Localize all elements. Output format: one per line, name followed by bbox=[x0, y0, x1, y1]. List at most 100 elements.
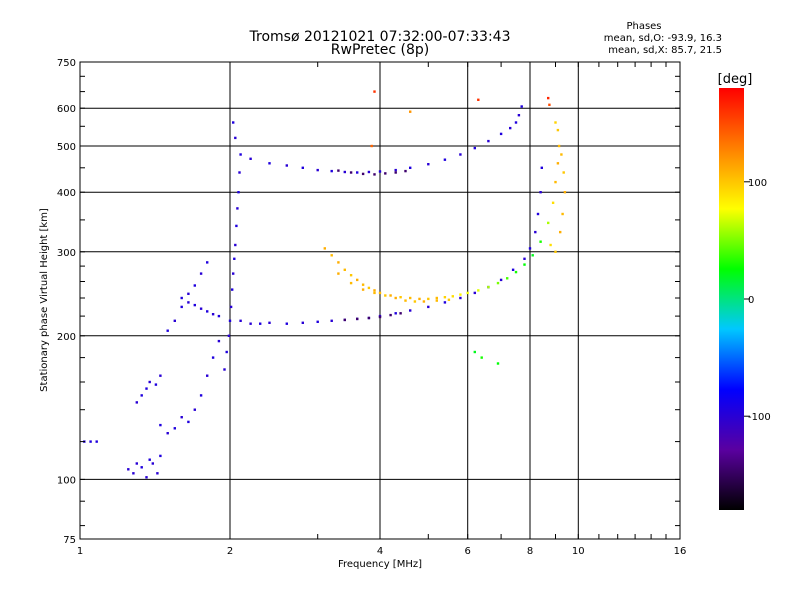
data-point bbox=[370, 144, 373, 148]
data-point bbox=[166, 329, 169, 332]
data-point bbox=[356, 317, 359, 321]
data-point bbox=[330, 254, 333, 257]
data-point bbox=[193, 303, 196, 307]
data-point bbox=[217, 339, 221, 343]
data-point bbox=[225, 350, 228, 354]
x-axis-label: Frequency [MHz] bbox=[338, 559, 422, 570]
data-point bbox=[301, 166, 304, 169]
data-point bbox=[549, 243, 552, 247]
data-point bbox=[361, 288, 365, 291]
colorbar-ticks: 100 0 -100 bbox=[744, 178, 771, 423]
data-point bbox=[427, 163, 430, 166]
data-point bbox=[536, 212, 540, 216]
data-point bbox=[140, 466, 143, 469]
data-point bbox=[560, 153, 563, 156]
data-point bbox=[447, 298, 451, 301]
data-point bbox=[557, 144, 561, 148]
data-point bbox=[232, 121, 235, 124]
data-point bbox=[349, 281, 353, 285]
data-point bbox=[540, 166, 543, 169]
data-point bbox=[323, 247, 326, 250]
data-point bbox=[361, 283, 365, 286]
data-point bbox=[404, 169, 407, 173]
x-tick-label: 2 bbox=[227, 546, 233, 557]
data-point bbox=[409, 296, 412, 300]
x-tick-label: 16 bbox=[674, 546, 687, 557]
data-point bbox=[232, 272, 235, 275]
data-point bbox=[451, 295, 454, 298]
data-point bbox=[159, 454, 162, 458]
data-point bbox=[466, 291, 469, 295]
y-tick-label: 100 bbox=[57, 475, 76, 486]
data-point bbox=[337, 261, 340, 264]
colorbar bbox=[719, 88, 744, 510]
data-point bbox=[559, 230, 562, 234]
data-point bbox=[337, 272, 340, 275]
data-point bbox=[285, 322, 288, 325]
data-point bbox=[435, 296, 438, 300]
data-point bbox=[554, 250, 557, 253]
data-point bbox=[496, 281, 500, 285]
data-point bbox=[268, 162, 271, 165]
data-point bbox=[367, 170, 371, 174]
data-point bbox=[223, 368, 226, 371]
data-point bbox=[249, 157, 252, 160]
data-point bbox=[514, 121, 518, 124]
data-point bbox=[151, 462, 154, 465]
data-point bbox=[480, 356, 483, 359]
data-point bbox=[140, 394, 143, 397]
data-point bbox=[187, 420, 190, 424]
data-point bbox=[459, 153, 462, 156]
data-point bbox=[285, 164, 288, 167]
data-point bbox=[206, 261, 209, 264]
y-tick-label: 400 bbox=[57, 188, 76, 199]
data-point bbox=[499, 132, 503, 136]
data-point bbox=[199, 394, 203, 397]
data-point bbox=[180, 416, 183, 419]
data-point bbox=[249, 322, 252, 325]
data-point bbox=[193, 408, 196, 411]
data-point bbox=[228, 319, 232, 322]
data-point bbox=[231, 288, 234, 291]
data-point bbox=[435, 299, 438, 302]
data-point bbox=[145, 476, 148, 479]
data-point bbox=[237, 191, 240, 194]
data-point bbox=[95, 440, 98, 443]
data-point bbox=[135, 462, 138, 465]
data-point bbox=[148, 380, 151, 384]
data-point bbox=[547, 96, 550, 100]
data-point bbox=[356, 278, 359, 282]
data-point bbox=[361, 172, 365, 176]
data-point bbox=[556, 162, 560, 165]
data-point bbox=[496, 362, 500, 365]
data-point bbox=[211, 313, 215, 316]
data-point bbox=[239, 319, 242, 322]
data-point bbox=[239, 153, 242, 156]
y-tick-label: 200 bbox=[57, 332, 76, 343]
data-point bbox=[367, 316, 371, 320]
data-point bbox=[389, 294, 392, 297]
data-point bbox=[389, 313, 392, 317]
y-axis-label: Stationary phase Virtual Height [km] bbox=[39, 208, 50, 392]
data-point bbox=[206, 374, 209, 377]
chart-subtitle: RwPretec (8p) bbox=[331, 42, 429, 58]
data-point bbox=[511, 268, 515, 271]
data-point bbox=[316, 168, 319, 172]
data-point bbox=[394, 168, 397, 172]
data-point bbox=[539, 240, 542, 243]
data-point bbox=[443, 158, 447, 161]
colorbar-label: [deg] bbox=[718, 72, 753, 87]
data-point bbox=[373, 173, 376, 176]
data-point bbox=[394, 171, 397, 174]
data-point bbox=[443, 301, 447, 304]
data-point bbox=[394, 296, 397, 300]
data-point bbox=[539, 191, 542, 194]
x-tick-label: 4 bbox=[377, 546, 383, 557]
data-point bbox=[349, 171, 353, 174]
data-point bbox=[234, 136, 237, 140]
data-point bbox=[268, 321, 271, 324]
data-point bbox=[316, 320, 319, 323]
data-point bbox=[343, 318, 346, 322]
data-point bbox=[418, 297, 421, 301]
